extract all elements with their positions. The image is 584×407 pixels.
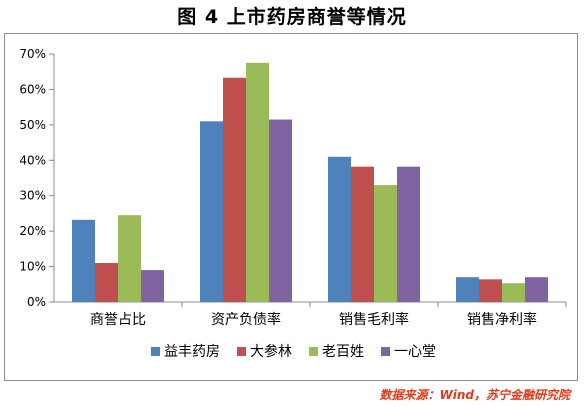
y-tick-label: 0% [27,295,46,309]
x-category-label: 商誉占比 [90,312,146,328]
bar-3-2 [246,62,269,302]
x-category-label: 资产负债率 [211,311,281,328]
legend-label: 一心堂 [394,344,436,360]
bar-3-1 [118,215,141,302]
y-tick-label: 20% [19,224,46,238]
bar-2-4 [479,279,502,302]
bar-3-4 [502,283,525,302]
bar-4-2 [269,119,292,303]
bar-1-2 [200,121,223,302]
bar-4-3 [397,166,420,302]
legend-swatch [381,347,390,356]
legend-swatch [237,347,246,356]
bar-1-3 [328,156,351,302]
legend-swatch [309,347,318,356]
legend-label: 老百姓 [322,344,364,360]
bar-4-1 [141,270,164,302]
bar-1-4 [456,277,479,302]
bar-4-4 [525,277,548,302]
legend-label: 大参林 [250,343,292,360]
data-source-note: 数据来源：Wind，苏宁金融研究院 [379,388,570,402]
y-tick-label: 60% [19,82,46,96]
y-tick-label: 10% [19,260,46,274]
bar-2-1 [95,263,118,302]
x-category-label: 销售毛利率 [339,311,409,328]
y-tick-label: 40% [19,153,46,167]
legend-swatch [151,347,160,356]
bar-3-3 [374,185,397,302]
legend-label: 益丰药房 [164,344,220,360]
bar-2-2 [223,77,246,302]
bar-1-1 [72,219,95,302]
bar-2-3 [351,166,374,302]
y-tick-label: 30% [19,189,46,203]
y-tick-label: 50% [19,118,46,132]
chart-title: 图 4 上市药房商誉等情况 [177,6,407,28]
x-category-label: 销售净利率 [467,311,537,328]
chart-area [4,33,578,381]
y-tick-label: 70% [19,47,46,61]
